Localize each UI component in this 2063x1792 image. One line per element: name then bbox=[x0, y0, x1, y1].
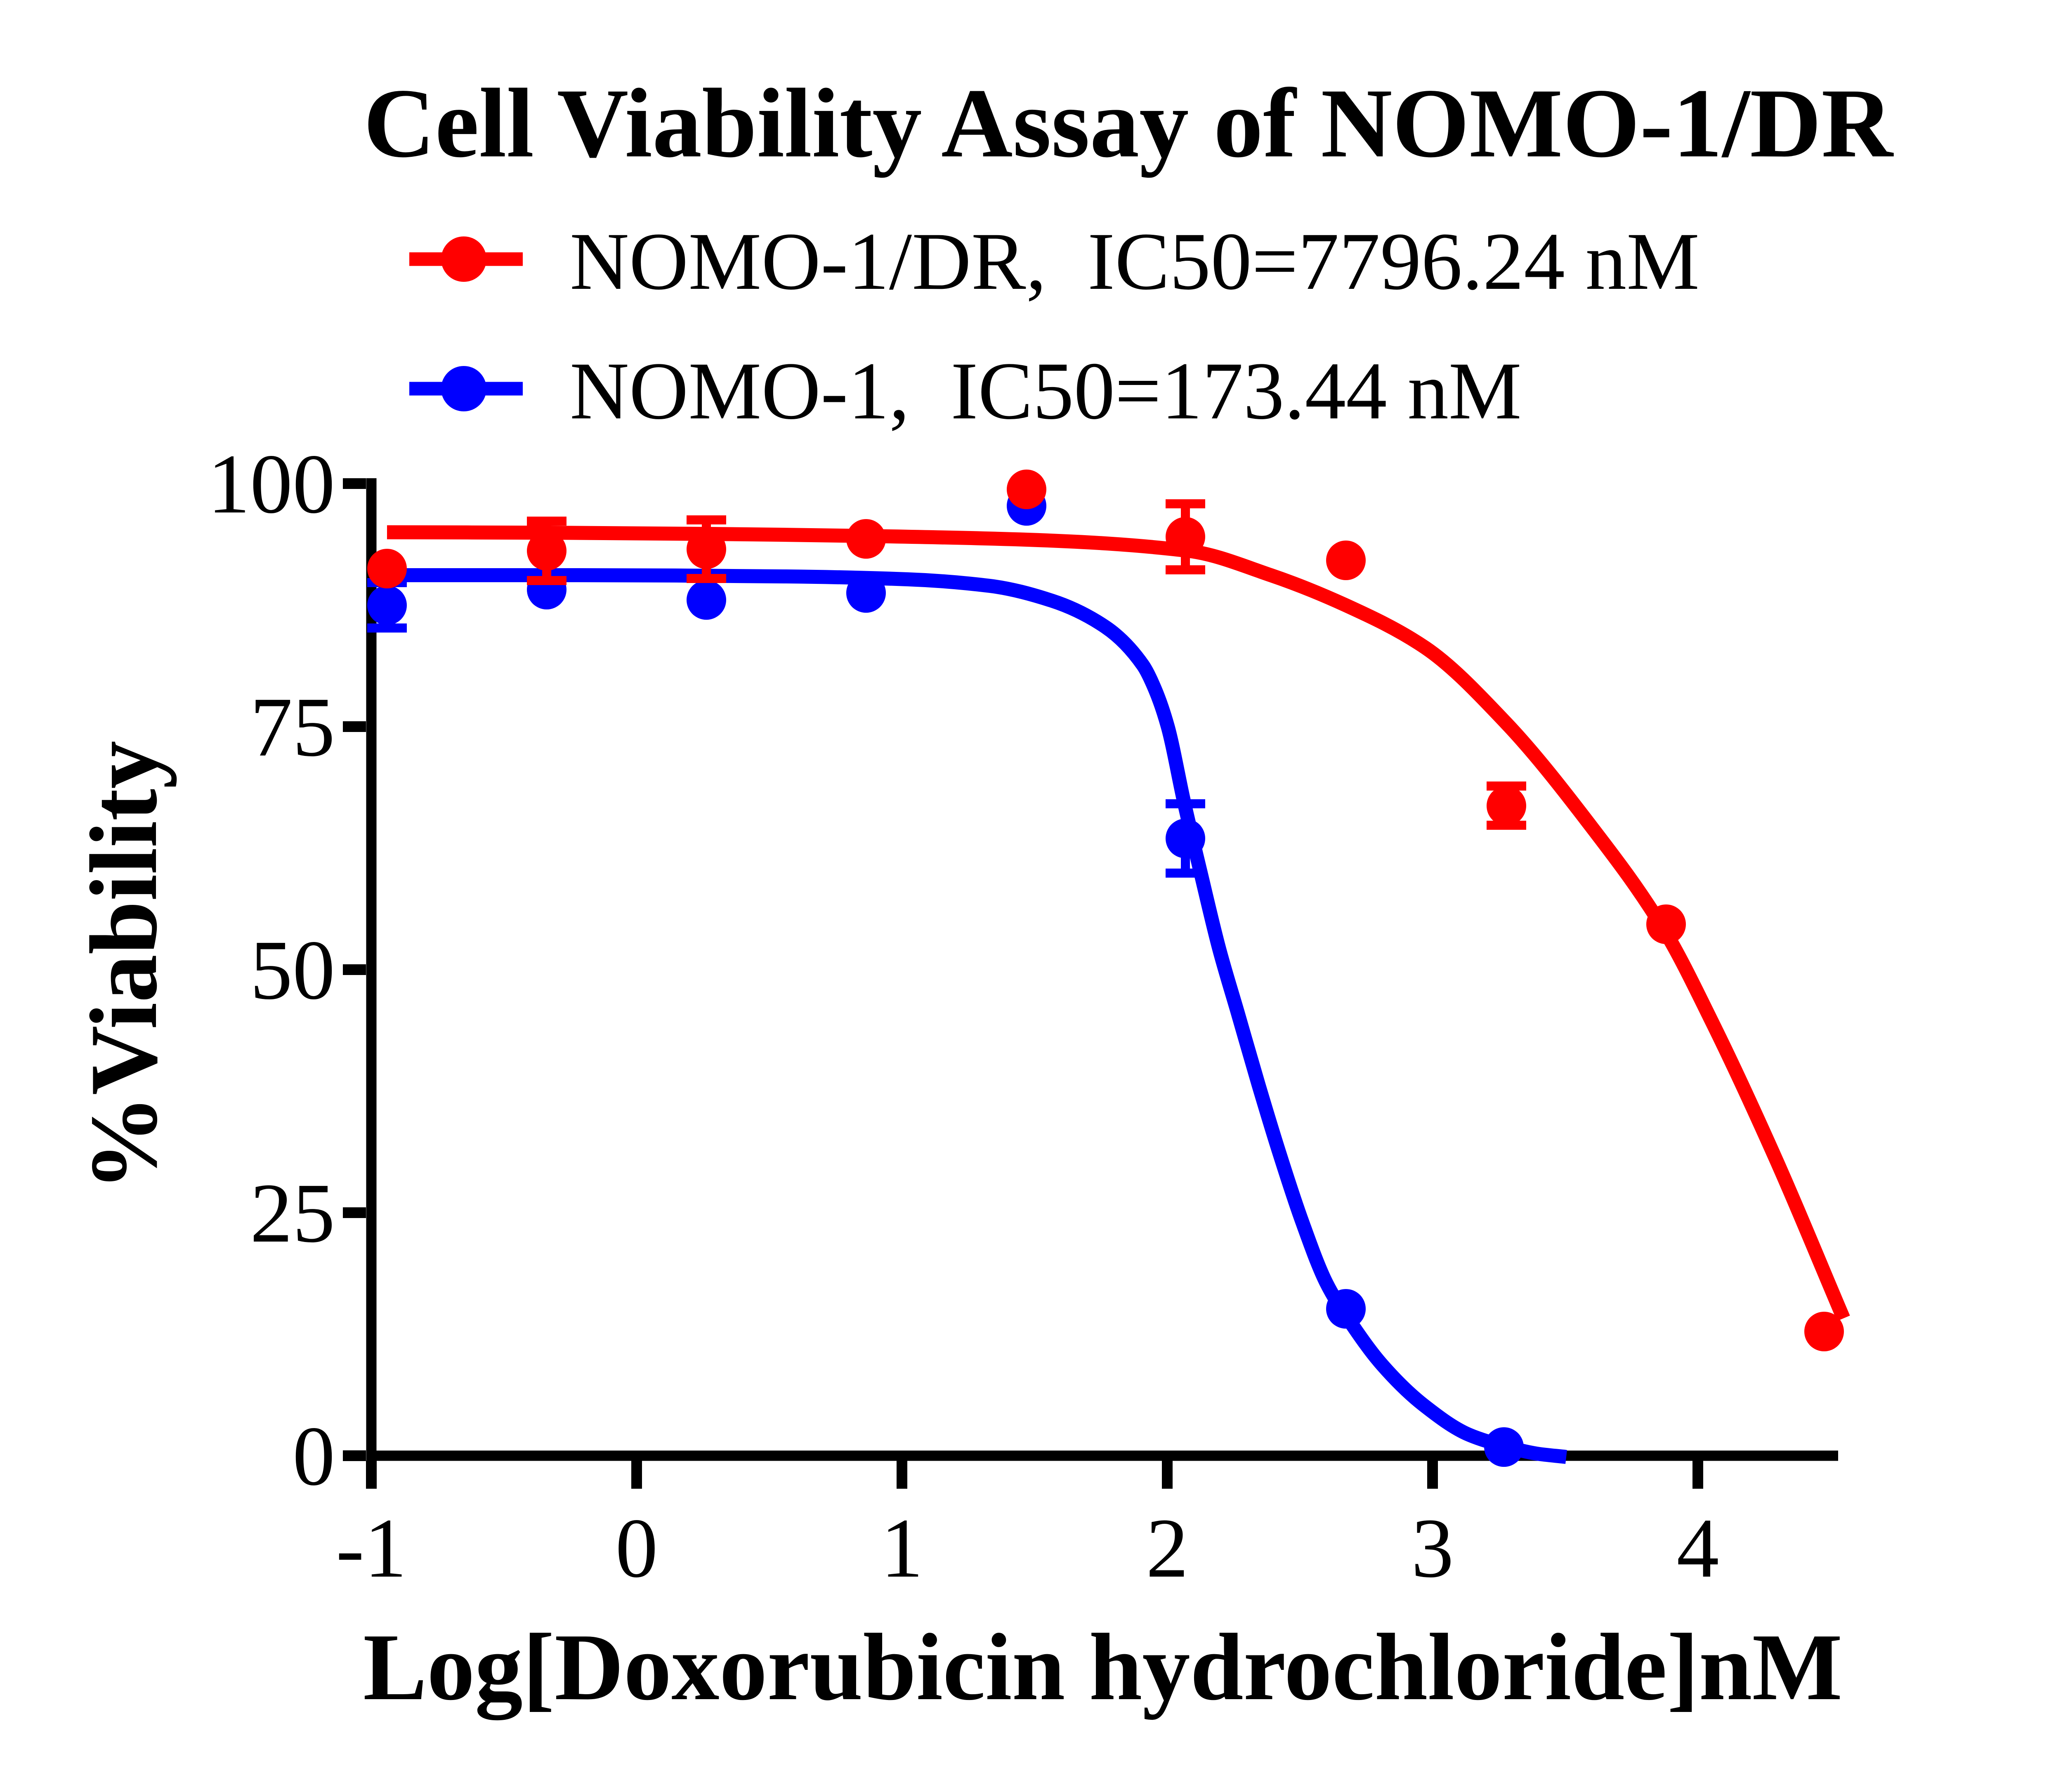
svg-text:NOMO-1/DR, IC50=7796.24 nM: NOMO-1/DR, IC50=7796.24 nM bbox=[570, 216, 1699, 307]
svg-text:25: 25 bbox=[250, 1166, 335, 1260]
svg-text:75: 75 bbox=[250, 680, 335, 774]
svg-text:Cell Viability Assay of NOMO-1: Cell Viability Assay of NOMO-1/DR bbox=[364, 68, 1894, 178]
svg-text:2: 2 bbox=[1146, 1501, 1189, 1595]
svg-text:NOMO-1, IC50=173.44 nM: NOMO-1, IC50=173.44 nM bbox=[570, 346, 1522, 437]
svg-text:-1: -1 bbox=[336, 1501, 407, 1595]
svg-text:100: 100 bbox=[208, 437, 335, 531]
svg-text:%Viability: %Viability bbox=[71, 741, 177, 1191]
svg-text:3: 3 bbox=[1412, 1501, 1454, 1595]
svg-text:0: 0 bbox=[616, 1501, 658, 1595]
svg-text:Log[Doxorubicin hydrochloride]: Log[Doxorubicin hydrochloride]nM bbox=[363, 1614, 1842, 1720]
svg-text:0: 0 bbox=[293, 1409, 335, 1503]
svg-text:1: 1 bbox=[881, 1501, 923, 1595]
svg-text:4: 4 bbox=[1677, 1501, 1719, 1595]
svg-text:50: 50 bbox=[250, 923, 335, 1017]
